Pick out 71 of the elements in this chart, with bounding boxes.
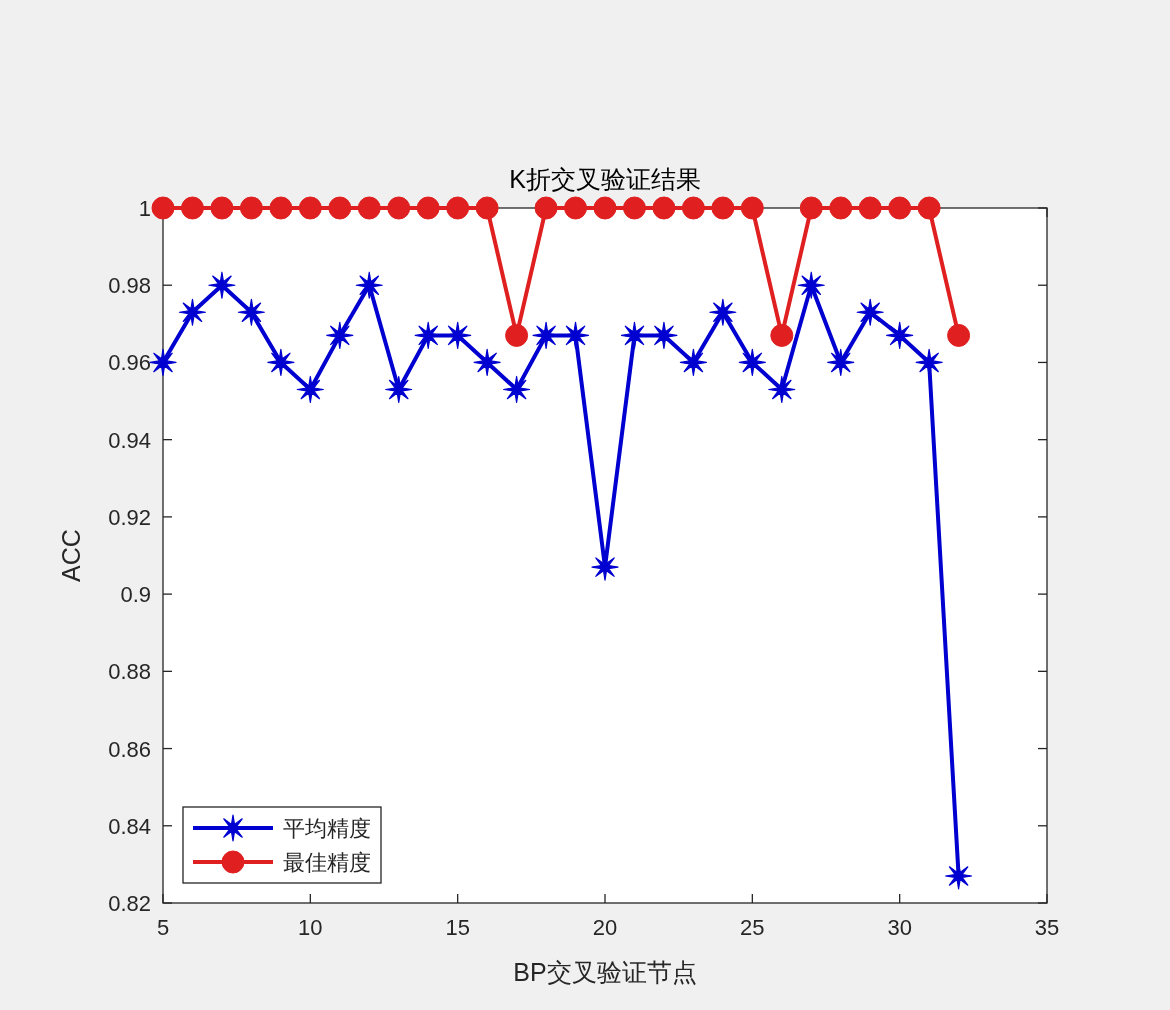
x-axis-title: BP交叉验证节点 bbox=[513, 958, 697, 986]
x-tick-label: 30 bbox=[887, 915, 912, 940]
x-tick-label: 25 bbox=[740, 915, 765, 940]
point bbox=[711, 196, 735, 220]
point bbox=[503, 375, 531, 404]
x-tick-label: 5 bbox=[156, 915, 170, 940]
point bbox=[886, 321, 914, 350]
point bbox=[888, 196, 912, 220]
point bbox=[328, 196, 352, 220]
point bbox=[267, 348, 295, 377]
point bbox=[237, 298, 265, 326]
point bbox=[770, 323, 794, 347]
y-tick-label: 0.86 bbox=[108, 736, 151, 762]
legend-label: 最佳精度 bbox=[283, 850, 371, 875]
y-tick-label: 0.92 bbox=[108, 504, 151, 530]
point bbox=[385, 375, 413, 404]
point bbox=[947, 323, 971, 347]
point bbox=[387, 196, 411, 220]
point bbox=[269, 196, 293, 220]
point bbox=[178, 298, 207, 326]
x-tick-label: 10 bbox=[298, 915, 323, 940]
point bbox=[149, 348, 177, 377]
point bbox=[534, 196, 558, 220]
point bbox=[858, 196, 882, 220]
y-axis-title: ACC bbox=[57, 529, 85, 582]
point bbox=[180, 196, 204, 220]
point bbox=[679, 348, 707, 377]
y-tick-label: 0.96 bbox=[108, 350, 151, 376]
point bbox=[151, 196, 175, 220]
point bbox=[681, 196, 705, 220]
point bbox=[355, 271, 383, 299]
point bbox=[652, 196, 676, 220]
point bbox=[505, 323, 529, 347]
y-tick-label: 0.82 bbox=[108, 891, 151, 916]
point bbox=[208, 271, 236, 299]
chart-title: K折交叉验证结果 bbox=[509, 165, 701, 193]
point bbox=[298, 196, 322, 220]
x-tick-label: 20 bbox=[592, 915, 618, 940]
point bbox=[564, 196, 588, 220]
point bbox=[768, 375, 796, 404]
point bbox=[357, 196, 381, 220]
point bbox=[709, 298, 737, 326]
y-tick-label: 0.94 bbox=[108, 427, 151, 453]
point bbox=[945, 862, 973, 890]
legend-label: 平均精度 bbox=[283, 816, 371, 841]
point bbox=[326, 321, 354, 350]
point bbox=[593, 196, 617, 220]
point bbox=[856, 298, 884, 326]
point bbox=[827, 348, 855, 377]
point bbox=[239, 196, 263, 220]
point bbox=[416, 196, 440, 220]
x-tick-label: 15 bbox=[445, 915, 470, 940]
y-tick-label: 0.84 bbox=[108, 813, 151, 839]
point bbox=[475, 196, 499, 220]
point bbox=[797, 271, 825, 299]
point bbox=[444, 321, 472, 350]
point bbox=[296, 375, 324, 404]
point bbox=[917, 196, 941, 220]
point bbox=[740, 196, 764, 220]
point bbox=[799, 196, 823, 220]
y-tick-label: 0.88 bbox=[108, 659, 151, 685]
point bbox=[446, 196, 470, 220]
point bbox=[622, 196, 646, 220]
point bbox=[829, 196, 853, 220]
y-tick-label: 0.98 bbox=[108, 273, 151, 299]
x-tick-label: 35 bbox=[1034, 915, 1060, 940]
point bbox=[210, 196, 234, 220]
y-tick-label: 1 bbox=[138, 196, 151, 221]
point bbox=[473, 348, 501, 377]
y-tick-label: 0.9 bbox=[120, 582, 151, 608]
point bbox=[738, 348, 766, 377]
